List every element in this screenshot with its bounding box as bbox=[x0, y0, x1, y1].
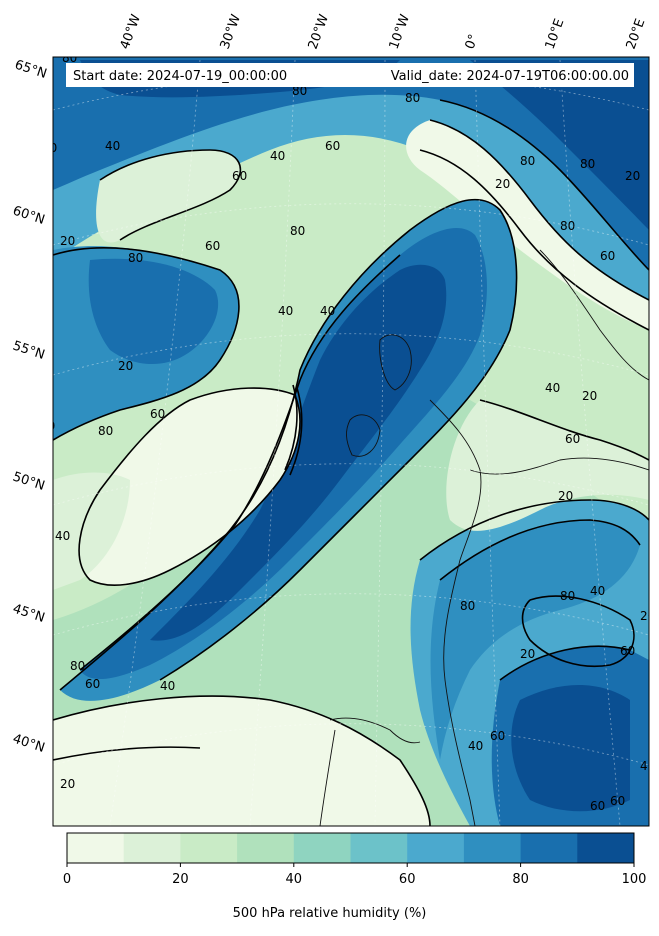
longitude-label: 10°W bbox=[387, 12, 413, 51]
latitude-label: 50°N bbox=[11, 470, 47, 494]
colorbar-swatch bbox=[180, 833, 238, 863]
field-region bbox=[96, 150, 241, 243]
contour-label: 60 bbox=[232, 169, 247, 183]
colorbar-swatch bbox=[520, 833, 578, 863]
header-box bbox=[66, 63, 634, 87]
contour-label: 80 bbox=[70, 659, 85, 673]
latitude-label: 60°N bbox=[11, 204, 47, 228]
contour-label: 40 bbox=[545, 381, 560, 395]
contour-label: 80 bbox=[405, 91, 420, 105]
valid-date-label: Valid_date: 2024-07-19T06:00:00.00 bbox=[391, 69, 629, 84]
latitude-label: 45°N bbox=[11, 602, 47, 626]
field-region bbox=[79, 388, 300, 586]
contour-label: 60 bbox=[610, 794, 625, 808]
longitude-label: 30°W bbox=[218, 12, 244, 51]
contour-label: 80 bbox=[460, 599, 475, 613]
contour-lines bbox=[53, 99, 649, 826]
contour-label: 40 bbox=[55, 529, 70, 543]
contour-label: 60 bbox=[565, 432, 580, 446]
field-region bbox=[511, 685, 630, 812]
contour-label: 80 bbox=[520, 154, 535, 168]
latitude-labels: 65°N 60°N 55°N 50°N 45°N 40°N bbox=[11, 58, 49, 756]
contour-label: 60 bbox=[590, 799, 605, 813]
contour-label: 40 bbox=[278, 304, 293, 318]
contour-label: 80 bbox=[560, 219, 575, 233]
contour-label: 40 bbox=[468, 739, 483, 753]
contour-label: 40 bbox=[160, 679, 175, 693]
colorbar-swatch bbox=[463, 833, 522, 863]
contour-label: 40 bbox=[640, 759, 655, 773]
contour-label: 60 bbox=[85, 677, 100, 691]
colorbar-tick-label: 40 bbox=[286, 872, 303, 887]
colorbar-ticks: 0 20 40 60 80 100 bbox=[63, 863, 647, 887]
contour-label: 60 bbox=[490, 729, 505, 743]
field-region bbox=[470, 60, 649, 230]
field-region bbox=[53, 696, 430, 826]
contour-label: 20 bbox=[60, 777, 75, 791]
colorbar-swatch bbox=[577, 833, 635, 863]
contour-label: 80 bbox=[290, 224, 305, 238]
field-region bbox=[53, 57, 649, 270]
contour-label: 80 bbox=[292, 84, 307, 98]
colorbar-tick-label: 60 bbox=[399, 872, 416, 887]
colorbar-swatch bbox=[237, 833, 295, 863]
colorbar-tick-label: 100 bbox=[622, 872, 647, 887]
contour-label: 20 bbox=[582, 389, 597, 403]
colorbar-tick-label: 20 bbox=[172, 872, 189, 887]
contour-label: 60 bbox=[205, 239, 220, 253]
contour-label: 40 bbox=[320, 304, 335, 318]
contour-label: 20 bbox=[625, 169, 640, 183]
colorbar-swatch bbox=[407, 833, 465, 863]
contour-label: 20 bbox=[60, 234, 75, 248]
contour-label: 60 bbox=[40, 419, 55, 433]
contour-label: 40 bbox=[590, 584, 605, 598]
colorbar-swatch bbox=[350, 833, 408, 863]
contour-label: 60 bbox=[150, 407, 165, 421]
contour-label: 80 bbox=[62, 51, 77, 65]
contour-label: 20 bbox=[520, 647, 535, 661]
field-region bbox=[430, 520, 640, 760]
colorbar bbox=[67, 833, 635, 863]
contour-label: 60 bbox=[600, 249, 615, 263]
colorbar-frame bbox=[66, 832, 635, 864]
field-region bbox=[446, 400, 649, 531]
contour-label: 20 bbox=[558, 489, 573, 503]
contour-label: 80 bbox=[98, 424, 113, 438]
contour-label: 20 bbox=[118, 359, 133, 373]
contour-label: 20 bbox=[495, 177, 510, 191]
latitude-label: 55°N bbox=[11, 339, 47, 363]
latitude-label: 40°N bbox=[11, 732, 47, 756]
longitude-label: 40°W bbox=[118, 12, 144, 51]
longitude-labels: 40°W 30°W 20°W 10°W 0° 10°E 20°E bbox=[118, 12, 649, 51]
start-date-label: Start date: 2024-07-19_00:00:00 bbox=[73, 69, 287, 84]
contour-label: 40 bbox=[42, 141, 57, 155]
contour-label: 40 bbox=[270, 149, 285, 163]
contour-label: 40 bbox=[105, 139, 120, 153]
colorbar-title: 500 hPa relative humidity (%) bbox=[232, 906, 427, 921]
contour-label: 60 bbox=[620, 644, 635, 658]
field-region bbox=[88, 258, 219, 365]
field-region bbox=[53, 472, 130, 590]
contour-label: 80 bbox=[128, 251, 143, 265]
longitude-label: 20°E bbox=[624, 17, 649, 52]
contour-label: 60 bbox=[325, 139, 340, 153]
colorbar-swatch bbox=[67, 833, 125, 863]
longitude-label: 0° bbox=[463, 32, 482, 51]
contour-label: 20 bbox=[640, 609, 655, 623]
contour-label: 80 bbox=[560, 589, 575, 603]
colorbar-swatch bbox=[293, 833, 351, 863]
latitude-label: 65°N bbox=[13, 58, 49, 82]
longitude-label: 10°E bbox=[543, 17, 568, 52]
coastlines bbox=[319, 249, 649, 826]
contour-label: 80 bbox=[580, 157, 595, 171]
colorbar-tick-label: 80 bbox=[512, 872, 529, 887]
map-frame bbox=[52, 56, 650, 827]
colorbar-swatch bbox=[123, 833, 181, 863]
colorbar-tick-label: 0 bbox=[63, 872, 71, 887]
longitude-label: 20°W bbox=[306, 12, 332, 51]
